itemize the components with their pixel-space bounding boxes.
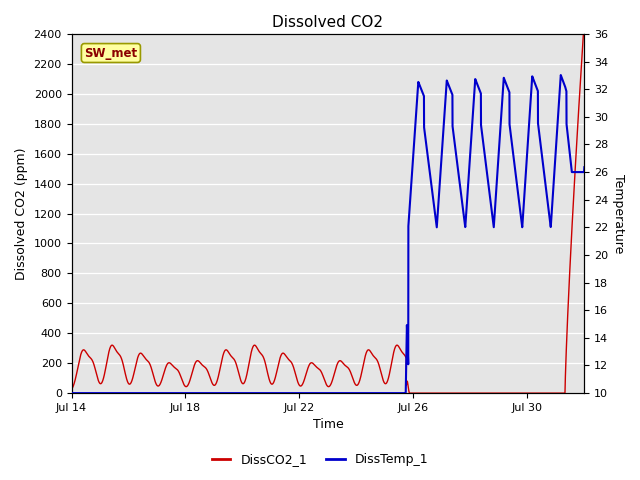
Y-axis label: Dissolved CO2 (ppm): Dissolved CO2 (ppm): [15, 147, 28, 280]
Legend: DissCO2_1, DissTemp_1: DissCO2_1, DissTemp_1: [207, 448, 433, 471]
X-axis label: Time: Time: [312, 419, 343, 432]
Y-axis label: Temperature: Temperature: [612, 174, 625, 253]
Text: SW_met: SW_met: [84, 47, 138, 60]
Title: Dissolved CO2: Dissolved CO2: [273, 15, 383, 30]
